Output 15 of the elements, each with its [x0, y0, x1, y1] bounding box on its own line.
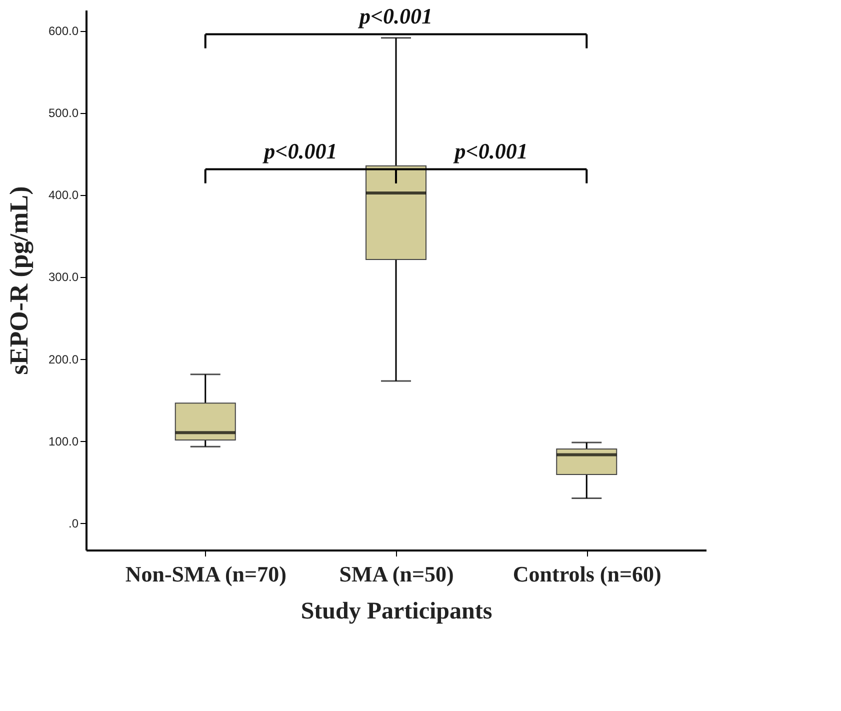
- x-tick-label: Non-SMA (n=70): [125, 562, 286, 586]
- annotation: p<0.001: [452, 138, 528, 164]
- y-tick-label: 400.0: [48, 188, 79, 202]
- y-tick-label: 600.0: [48, 24, 79, 38]
- y-tick-label: .0: [68, 516, 79, 530]
- y-tick-label: 200.0: [48, 352, 79, 366]
- y-tick-label: 300.0: [48, 270, 79, 284]
- y-axis-title: sEPO-R (pg/mL): [4, 186, 34, 375]
- annotation: p<0.001: [262, 138, 338, 164]
- annotation: p<0.001: [357, 3, 433, 28]
- y-tick-label: 100.0: [48, 434, 79, 448]
- x-tick-label: SMA (n=50): [339, 562, 454, 586]
- y-tick-label: 500.0: [48, 106, 79, 120]
- x-axis-title: Study Participants: [300, 598, 492, 624]
- x-tick-label: Controls (n=60): [512, 562, 662, 586]
